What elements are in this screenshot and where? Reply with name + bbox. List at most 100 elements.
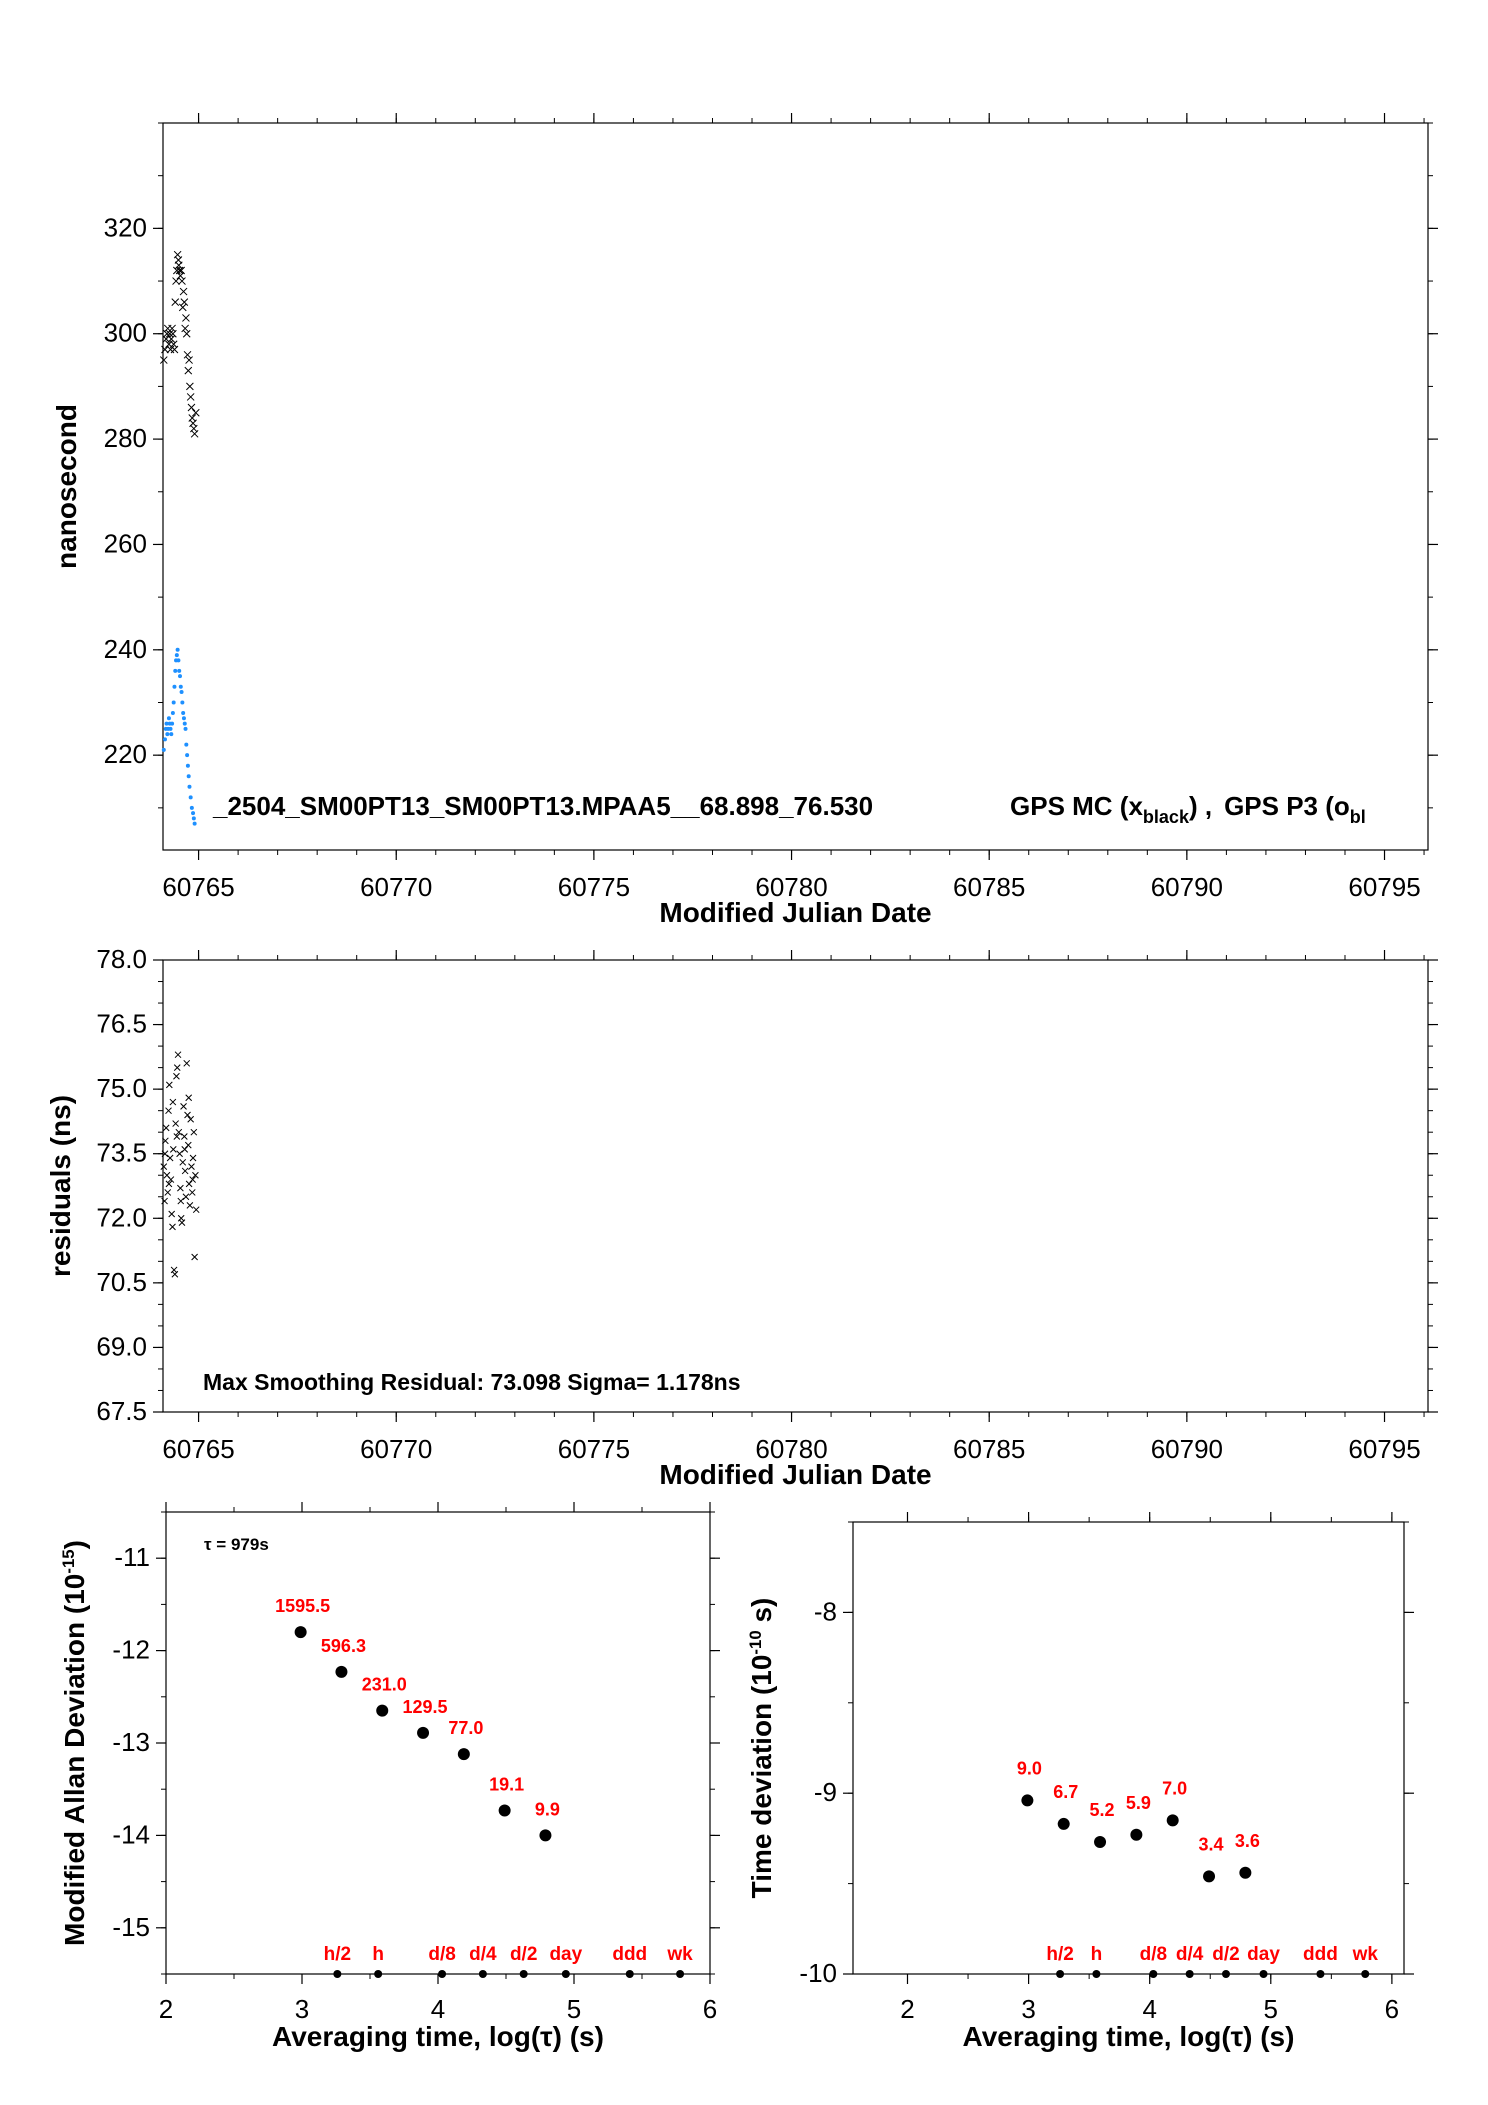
x-tick-label: 60770 xyxy=(360,1434,432,1464)
point-label: 6.7 xyxy=(1053,1782,1078,1802)
data-point-o xyxy=(177,674,182,679)
tau-marker xyxy=(519,1970,528,1978)
x-tick-label: 4 xyxy=(1142,1994,1156,2024)
x-tick-label: 5 xyxy=(1264,1994,1278,2024)
plot-frame xyxy=(162,122,1429,851)
x-tick-label: 60780 xyxy=(755,1434,827,1464)
data-point-o xyxy=(191,811,196,816)
y-tick-label: -11 xyxy=(114,1542,150,1572)
y-tick-label: 280 xyxy=(104,423,147,453)
tau-marker-label: d/8 xyxy=(428,1944,455,1965)
y-tick-label: 69.0 xyxy=(96,1331,147,1361)
deviation-point xyxy=(417,1726,430,1739)
data-point-o xyxy=(186,774,191,779)
x-tick-label: 60785 xyxy=(953,872,1025,902)
y-axis-label-end: s) xyxy=(746,1598,777,1631)
data-point-x xyxy=(184,366,193,375)
x-tick-label: 60790 xyxy=(1151,1434,1223,1464)
x-tick-label: 3 xyxy=(1021,1994,1035,2024)
x-tick-label: 60795 xyxy=(1348,1434,1420,1464)
y-axis-label-main: residuals (ns) xyxy=(45,1095,76,1277)
data-point-x xyxy=(188,1189,196,1196)
data-point-x xyxy=(185,1094,193,1102)
tau-marker-label: day xyxy=(1247,1944,1280,1965)
x-tick-label: 60780 xyxy=(755,872,827,902)
tau-marker-label: wk xyxy=(666,1944,693,1965)
data-point-x xyxy=(169,1098,177,1106)
data-point-o xyxy=(184,742,189,747)
chart-2: 60765 60770 60775 60780 60785 60790 60795 67.5 6… xyxy=(45,944,1438,1490)
data-point-x xyxy=(161,1197,168,1205)
tau-marker-label: h/2 xyxy=(324,1944,351,1965)
data-point-o xyxy=(192,821,197,826)
y-axis-label: Time deviation (10-10 s) xyxy=(746,1598,777,1899)
data-point-o xyxy=(187,784,192,789)
point-label: 1595.5 xyxy=(275,1596,330,1616)
data-point-o xyxy=(183,726,188,731)
data-point-x xyxy=(176,1150,183,1158)
data-point-x xyxy=(165,1180,173,1188)
data-point-x xyxy=(171,298,180,306)
x-tick-label: 60775 xyxy=(558,872,630,902)
tau-marker xyxy=(1056,1970,1065,1978)
data-point-x xyxy=(178,303,187,312)
y-tick-label: 320 xyxy=(104,212,147,242)
data-point-o xyxy=(168,726,173,731)
data-point-x xyxy=(180,1133,188,1140)
data-point-o xyxy=(170,721,175,726)
tau-marker xyxy=(1185,1970,1194,1978)
data-point-o xyxy=(180,700,185,705)
y-tick-label: -13 xyxy=(112,1727,150,1757)
y-axis-label: nanosecond xyxy=(51,404,82,569)
data-point-x xyxy=(169,1146,177,1153)
legend-b-sub: bl xyxy=(1350,807,1366,827)
data-point-x xyxy=(177,266,186,275)
data-point-o xyxy=(171,700,176,705)
tau-marker-label: ddd xyxy=(612,1944,647,1965)
data-point-x xyxy=(187,1115,195,1123)
legend-a-end: ) , xyxy=(1189,791,1212,821)
tau-marker-label: h xyxy=(372,1944,384,1965)
tau-marker xyxy=(333,1970,342,1978)
deviation-point xyxy=(1094,1836,1107,1849)
data-point-x xyxy=(183,350,192,359)
x-tick-label: 6 xyxy=(703,1994,717,2024)
point-label: 129.5 xyxy=(403,1697,448,1717)
data-point-x xyxy=(192,1206,200,1214)
tau-marker xyxy=(438,1970,447,1978)
y-tick-label: 240 xyxy=(104,634,147,664)
point-label: 3.6 xyxy=(1235,1831,1260,1851)
data-point-o xyxy=(189,805,194,810)
y-axis-label-sup: -10 xyxy=(746,1630,765,1654)
data-point-x xyxy=(183,1059,191,1067)
data-point-x xyxy=(182,1193,190,1201)
tau-marker-label: day xyxy=(549,1944,582,1965)
point-label: 231.0 xyxy=(362,1675,407,1695)
point-label: 3.4 xyxy=(1199,1834,1224,1854)
x-tick-label: 60790 xyxy=(1151,872,1223,902)
data-point-x xyxy=(169,1223,176,1231)
y-axis-label-end: ) xyxy=(59,1540,90,1549)
x-tick-label: 60770 xyxy=(360,872,432,902)
chart-1: 60765 60770 60775 60780 60785 60790 60795 220 24… xyxy=(51,113,1438,928)
data-point-o xyxy=(191,816,196,821)
point-label: 19.1 xyxy=(489,1774,524,1794)
tau-marker xyxy=(1092,1970,1101,1978)
deviation-point xyxy=(1203,1870,1216,1883)
y-tick-label: 78.0 xyxy=(96,944,147,974)
data-point-o xyxy=(185,753,190,758)
data-point-x xyxy=(174,1051,182,1059)
point-label: 596.3 xyxy=(321,1636,366,1656)
data-point-x xyxy=(168,1210,176,1218)
deviation-point xyxy=(457,1748,470,1761)
y-tick-label: -9 xyxy=(814,1777,837,1807)
series-annotation: _2504_SM00PT13_SM00PT13.MPAA5__68.898_76… xyxy=(212,791,873,821)
chart-3: 2 3 4 5 6 -15 -14 -13 -12 -11 Averaging time, log(… xyxy=(59,1502,720,2052)
x-axis-label: Averaging time, log(τ) (s) xyxy=(963,2021,1295,2052)
data-point-o xyxy=(177,668,182,673)
tau-marker-label: d/2 xyxy=(510,1944,537,1965)
x-tick-label: 60795 xyxy=(1348,872,1420,902)
deviation-point xyxy=(335,1665,348,1678)
x-tick-label: 60775 xyxy=(558,1434,630,1464)
